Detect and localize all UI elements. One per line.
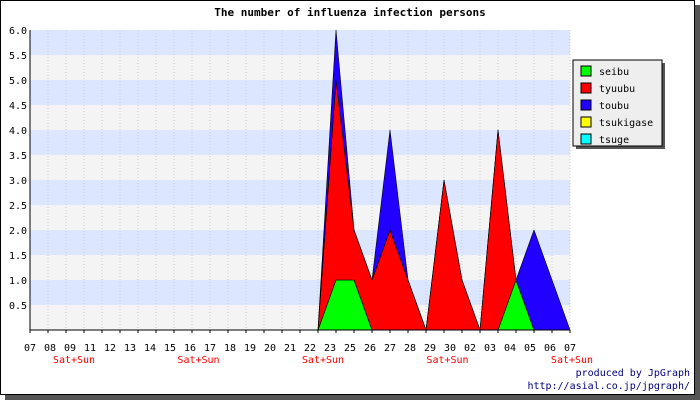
x-tick-label: 28 — [404, 343, 416, 354]
legend: seibu tyuubu toubu tsukigase tsuge — [572, 59, 665, 149]
credit-line-1: produced by JpGraph — [576, 368, 690, 379]
y-tick-label: 6.0 — [9, 26, 27, 37]
weekend-label: Sat+Sun — [551, 355, 593, 366]
legend-swatch — [580, 116, 592, 128]
chart-title: The number of influenza infection person… — [214, 6, 486, 19]
axes — [29, 30, 571, 333]
credit-line-2: http://asial.co.jp/jpgraph/ — [527, 381, 690, 392]
x-tick-label: 14 — [144, 343, 156, 354]
legend-label: tsuge — [599, 135, 629, 146]
legend-label: tyuubu — [599, 84, 635, 95]
weekend-label: Sat+Sun — [177, 355, 219, 366]
x-tick-label: 25 — [344, 343, 356, 354]
weekend-label: Sat+Sun — [302, 355, 344, 366]
x-tick-label: 22 — [304, 343, 316, 354]
frame-shadow-right — [695, 5, 700, 400]
background-band — [30, 130, 570, 155]
background-band — [30, 205, 570, 230]
y-tick-label: 4.0 — [9, 126, 27, 137]
background-band — [30, 55, 570, 80]
x-tick-label: 11 — [84, 343, 96, 354]
y-tick-label: 3.0 — [9, 176, 27, 187]
weekend-label: Sat+Sun — [53, 355, 95, 366]
x-tick-label: 16 — [184, 343, 196, 354]
x-tick-label: 08 — [44, 343, 56, 354]
x-tick-label: 19 — [244, 343, 256, 354]
background-band — [30, 155, 570, 180]
x-tick-label: 03 — [484, 343, 496, 354]
x-tick-label: 29 — [424, 343, 436, 354]
x-tick-label: 23 — [324, 343, 336, 354]
y-tick-label: 0.5 — [9, 301, 27, 312]
y-tick-label: 3.5 — [9, 151, 27, 162]
x-tick-label: 05 — [524, 343, 536, 354]
x-tick-label: 07 — [24, 343, 36, 354]
x-tick-label: 15 — [164, 343, 176, 354]
x-tick-label: 13 — [124, 343, 136, 354]
legend-swatch — [580, 82, 592, 94]
x-tick-label: 18 — [224, 343, 236, 354]
x-tick-label: 04 — [504, 343, 516, 354]
x-tick-label: 12 — [104, 343, 116, 354]
x-tick-label: 20 — [264, 343, 276, 354]
x-tick-label: 21 — [284, 343, 296, 354]
background-band — [30, 80, 570, 105]
y-tick-label: 1.0 — [9, 276, 27, 287]
x-tick-label: 27 — [384, 343, 396, 354]
legend-swatch — [580, 133, 592, 145]
x-tick-label: 30 — [444, 343, 456, 354]
legend-swatch — [580, 99, 592, 111]
legend-label: seibu — [599, 67, 629, 78]
y-tick-label: 5.0 — [9, 76, 27, 87]
x-tick-label: 17 — [204, 343, 216, 354]
y-tick-label: 1.5 — [9, 251, 27, 262]
x-tick-label: 06 — [544, 343, 556, 354]
legend-swatch — [580, 65, 592, 77]
x-tick-label: 09 — [64, 343, 76, 354]
y-tick-label: 2.0 — [9, 226, 27, 237]
legend-label: toubu — [599, 101, 629, 112]
legend-label: tsukigase — [599, 118, 653, 129]
x-tick-labels: 07 08 09 11 12 13 14 15 16 17 18 19 20 21 22 23 25 26 27 28… — [24, 343, 576, 354]
x-tick-label: 07 — [564, 343, 576, 354]
y-tick-label: 2.5 — [9, 201, 27, 212]
x-tick-label: 26 — [364, 343, 376, 354]
y-tick-label: 5.5 — [9, 51, 27, 62]
x-tick-label: 02 — [464, 343, 476, 354]
weekend-labels: Sat+Sun Sat+Sun Sat+Sun Sat+Sun Sat+Sun — [53, 355, 593, 366]
frame-shadow-bottom — [5, 395, 700, 400]
weekend-label: Sat+Sun — [426, 355, 468, 366]
y-tick-labels: 6.0 5.5 5.0 4.5 4.0 3.5 3.0 2.5 2.0 1.5 1.0 0.5 — [9, 26, 27, 312]
y-tick-label: 4.5 — [9, 101, 27, 112]
